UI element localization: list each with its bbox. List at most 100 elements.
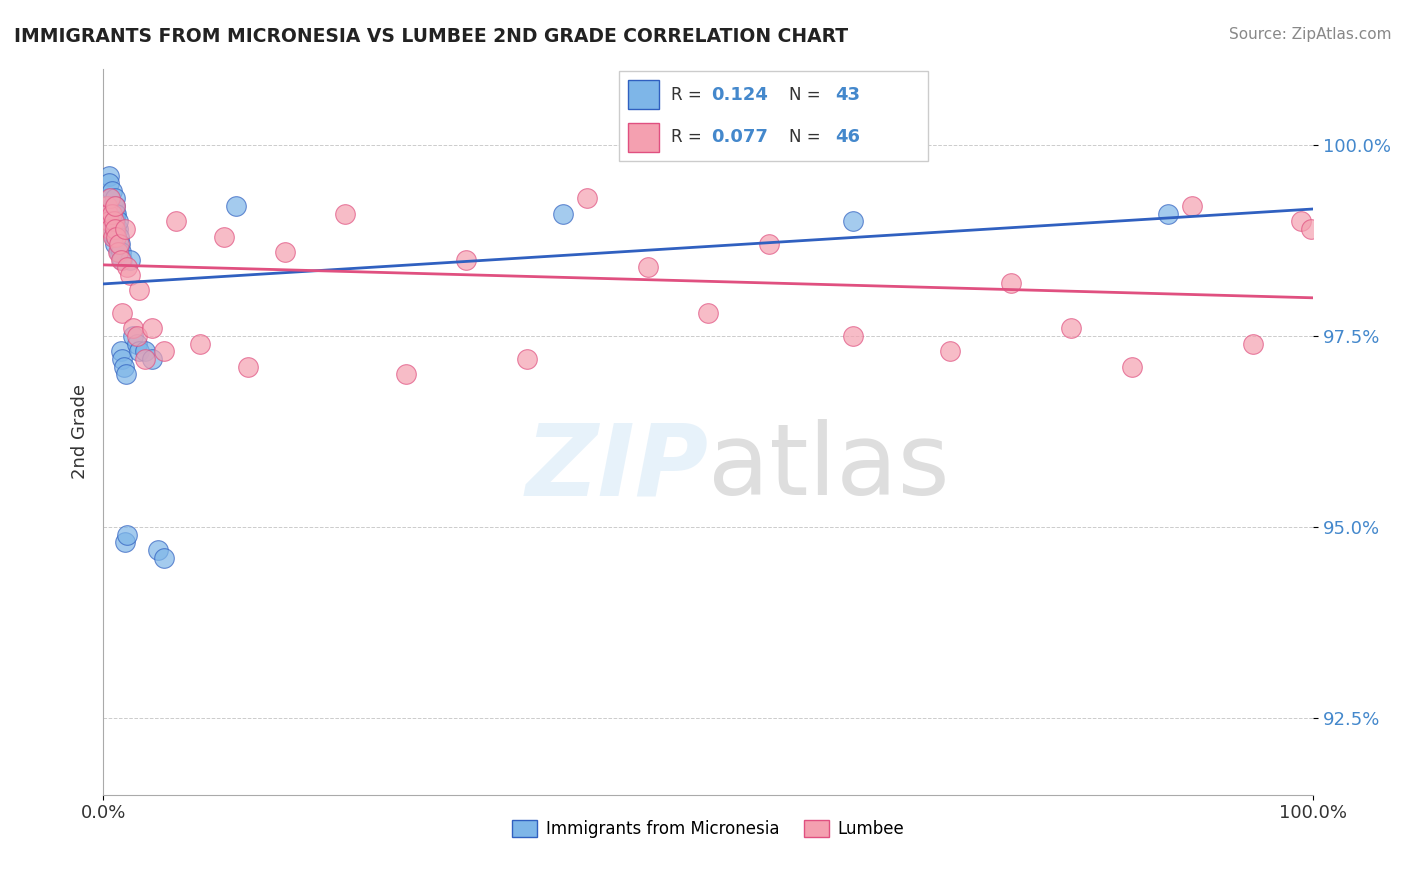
Text: Source: ZipAtlas.com: Source: ZipAtlas.com xyxy=(1229,27,1392,42)
Point xyxy=(115,368,138,382)
Text: N =: N = xyxy=(789,128,825,146)
Point xyxy=(104,191,127,205)
Text: 46: 46 xyxy=(835,128,860,146)
Point xyxy=(103,222,125,236)
Point xyxy=(100,191,122,205)
Point xyxy=(141,321,163,335)
Text: 0.077: 0.077 xyxy=(711,128,768,146)
Point xyxy=(104,214,127,228)
Point xyxy=(103,229,125,244)
Point xyxy=(98,169,121,183)
Point xyxy=(107,214,129,228)
FancyBboxPatch shape xyxy=(628,123,659,152)
Point xyxy=(551,207,574,221)
Point xyxy=(188,336,211,351)
Point xyxy=(1241,336,1264,351)
Point xyxy=(1157,207,1180,221)
Point xyxy=(104,207,127,221)
Point xyxy=(516,351,538,366)
Point xyxy=(697,306,720,320)
Point xyxy=(108,237,131,252)
Point xyxy=(98,214,121,228)
Legend: Immigrants from Micronesia, Lumbee: Immigrants from Micronesia, Lumbee xyxy=(506,813,911,845)
Point xyxy=(333,207,356,221)
Point xyxy=(97,207,120,221)
Point xyxy=(98,191,121,205)
Point xyxy=(1000,276,1022,290)
Point xyxy=(108,229,131,244)
Point xyxy=(111,252,134,267)
Point xyxy=(112,359,135,374)
Point xyxy=(122,329,145,343)
Point xyxy=(395,368,418,382)
Point xyxy=(108,244,131,259)
Point xyxy=(117,260,139,275)
Point xyxy=(101,229,124,244)
Point xyxy=(122,321,145,335)
Text: ZIP: ZIP xyxy=(526,419,709,516)
FancyBboxPatch shape xyxy=(619,71,928,161)
Point xyxy=(105,229,128,244)
Point xyxy=(576,191,599,205)
Point xyxy=(111,351,134,366)
Point xyxy=(114,222,136,236)
Point xyxy=(100,222,122,236)
Point xyxy=(117,528,139,542)
Point xyxy=(152,344,174,359)
Point xyxy=(1121,359,1143,374)
Point xyxy=(1299,222,1322,236)
Text: R =: R = xyxy=(671,86,707,103)
Point xyxy=(103,214,125,228)
Point xyxy=(114,535,136,549)
Point xyxy=(104,199,127,213)
Point xyxy=(128,344,150,359)
Point xyxy=(165,214,187,228)
Point xyxy=(118,268,141,282)
Point xyxy=(105,229,128,244)
Point xyxy=(134,351,156,366)
Point xyxy=(842,329,865,343)
Point xyxy=(128,283,150,297)
Point xyxy=(104,222,127,236)
Point xyxy=(842,214,865,228)
Point xyxy=(456,252,478,267)
Text: IMMIGRANTS FROM MICRONESIA VS LUMBEE 2ND GRADE CORRELATION CHART: IMMIGRANTS FROM MICRONESIA VS LUMBEE 2ND… xyxy=(14,27,848,45)
Point xyxy=(105,207,128,221)
Point xyxy=(111,306,134,320)
Point xyxy=(134,344,156,359)
Point xyxy=(107,222,129,236)
Point xyxy=(152,550,174,565)
Point xyxy=(104,199,127,213)
Point xyxy=(101,207,124,221)
Point xyxy=(110,344,132,359)
Point xyxy=(101,214,124,228)
Point xyxy=(105,222,128,236)
Point xyxy=(100,207,122,221)
Point xyxy=(1289,214,1312,228)
Point xyxy=(125,329,148,343)
Point xyxy=(125,336,148,351)
Point xyxy=(238,359,260,374)
Text: R =: R = xyxy=(671,128,707,146)
Point xyxy=(225,199,247,213)
Point xyxy=(118,252,141,267)
Point xyxy=(110,244,132,259)
Point xyxy=(100,199,122,213)
Point xyxy=(98,176,121,190)
Point xyxy=(146,543,169,558)
Point xyxy=(212,229,235,244)
Point xyxy=(103,199,125,213)
Text: 43: 43 xyxy=(835,86,860,103)
Point xyxy=(108,237,131,252)
Point xyxy=(107,244,129,259)
Point xyxy=(758,237,780,252)
Point xyxy=(273,244,295,259)
Point xyxy=(1181,199,1204,213)
Point xyxy=(637,260,659,275)
Text: atlas: atlas xyxy=(709,419,950,516)
Text: 0.124: 0.124 xyxy=(711,86,768,103)
Point xyxy=(1060,321,1083,335)
Text: N =: N = xyxy=(789,86,825,103)
Point xyxy=(939,344,962,359)
Point xyxy=(141,351,163,366)
